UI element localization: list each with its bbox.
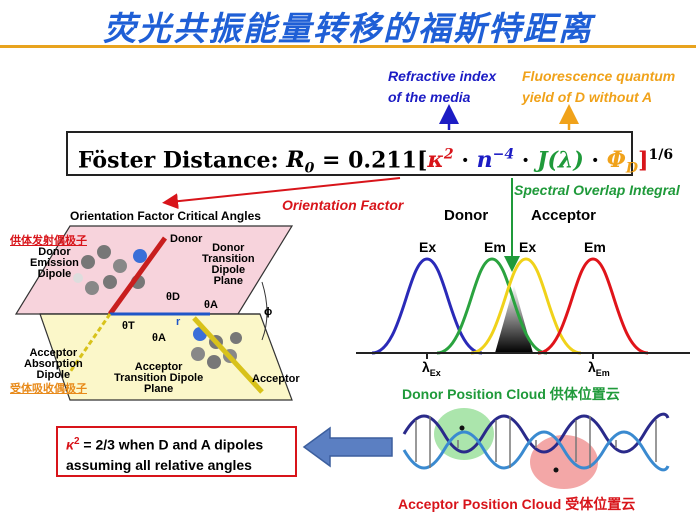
acceptor-plane-line-2: Transition Dipole xyxy=(114,372,204,384)
lambda-ex-subscript: Ex xyxy=(429,367,441,378)
donor-excitation-curve xyxy=(371,257,483,355)
phi-arc xyxy=(261,281,268,341)
acceptor-plane-label: Acceptor Transition Dipole Plane xyxy=(114,362,203,395)
donor-molecule xyxy=(73,245,147,295)
lambda-ex-symbol: λ xyxy=(422,359,430,375)
spectra-acceptor-label: Acceptor xyxy=(531,207,597,224)
donor-dipole-cn: 供体发射偶极子 xyxy=(10,234,87,247)
quantum-yield-note: Fluorescence quantum yield of D without … xyxy=(522,66,675,108)
donor-ex-label: Ex xyxy=(419,239,437,255)
kappa-note-exponent: 2 xyxy=(73,436,80,447)
acceptor-dipole-arrow xyxy=(192,316,264,394)
kappa-note-line-1: κ2 = 2/3 when D and A dipoles xyxy=(66,432,287,455)
title-underline xyxy=(0,45,696,48)
orientation-diagram xyxy=(14,225,294,401)
donor-plane-line-2: Transition xyxy=(202,253,255,265)
dna-strand-2 xyxy=(402,430,670,472)
donor-plane-line-3: Dipole xyxy=(211,264,246,276)
kappa-note-symbol: κ xyxy=(66,436,74,453)
lambda-em-subscript: Em xyxy=(595,367,610,378)
phi-label: ϕ xyxy=(264,306,273,318)
kappa-exponent: 2 xyxy=(443,147,454,163)
donor-position-cloud xyxy=(434,408,494,460)
left-block-arrow xyxy=(302,426,393,468)
refractive-line-1: Refractive index xyxy=(388,68,497,84)
kappa-note-box: κ2 = 2/3 when D and A dipoles assuming a… xyxy=(56,426,297,477)
kappa-note-text-1: = 2/3 when D and A dipoles xyxy=(79,436,264,453)
acceptor-cloud-label: Acceptor Position Cloud 受体位置云 xyxy=(398,496,636,512)
donor-position-marker xyxy=(459,425,465,431)
acceptor-absorption-label: Acceptor Absorption Dipole xyxy=(24,348,83,381)
acceptor-dipole-cn: 受体吸收偶极子 xyxy=(10,382,87,395)
acceptor-ex-label: Ex xyxy=(519,239,537,255)
phi-subscript: D xyxy=(625,160,639,177)
formula-exponent: 1/6 xyxy=(648,147,674,163)
formula-label: Föster Distance: xyxy=(78,147,287,174)
refractive-index-note: Refractive index of the media xyxy=(388,66,496,108)
foster-distance-formula: Föster Distance: R0 = 0.211[κ2 · n−4 · J… xyxy=(66,131,673,177)
acceptor-position-marker xyxy=(553,467,559,473)
acceptor-absorption-line-2: Absorption xyxy=(24,358,83,370)
donor-emission-curve xyxy=(436,257,548,355)
quantum-line-2: yield of D without A xyxy=(522,89,653,105)
r-label: r xyxy=(176,316,181,328)
acceptor-position-cloud xyxy=(530,435,598,489)
page-title: 荧光共振能量转移的福斯特距离 xyxy=(103,9,593,48)
acceptor-plane-line-3: Plane xyxy=(143,383,174,395)
acceptor-projection xyxy=(68,313,112,373)
acceptor-absorption-line-3: Dipole xyxy=(36,369,71,381)
spectra-donor-label: Donor xyxy=(444,207,489,224)
acceptor-em-label: Em xyxy=(584,239,606,255)
formula-close-bracket: ] xyxy=(638,147,649,174)
donor-dipole-arrow xyxy=(107,236,168,316)
quantum-line-1: Fluorescence quantum xyxy=(522,68,676,84)
theta-d-label: θD xyxy=(166,291,180,303)
donor-plane-line-1: Donor xyxy=(212,242,245,254)
n-exponent: −4 xyxy=(492,147,515,163)
dna-cloud-diagram xyxy=(402,408,670,489)
lambda-em-label: λEm xyxy=(588,359,610,378)
orientation-panel-title: Orientation Factor Critical Angles xyxy=(70,209,261,223)
acceptor-label: Acceptor xyxy=(252,373,300,385)
theta-a2-label: θA xyxy=(152,332,166,344)
theta-a-label: θA xyxy=(204,299,218,311)
n-symbol: n xyxy=(476,147,493,174)
dna-strand-1 xyxy=(402,412,670,454)
donor-emission-line-2: Emission xyxy=(30,257,79,269)
donor-emission-label: Donor Emission Dipole xyxy=(30,247,79,280)
orientation-factor-note: Orientation Factor xyxy=(282,197,404,213)
donor-label: Donor xyxy=(170,233,203,245)
r0-symbol: R xyxy=(286,147,305,174)
donor-emission-line-3: Dipole xyxy=(37,268,72,280)
spectral-overlap-note: Spectral Overlap Integral xyxy=(514,182,680,198)
j-symbol: J(λ) xyxy=(537,147,584,174)
overlap-area xyxy=(495,285,533,353)
r0-subscript: 0 xyxy=(304,160,315,177)
kappa-symbol: κ xyxy=(427,147,444,174)
theta-t-label: θT xyxy=(122,320,135,332)
dna-base-pairs xyxy=(415,416,657,468)
dot-1: · xyxy=(453,147,477,174)
donor-plane-line-4: Plane xyxy=(213,275,243,287)
lambda-em-symbol: λ xyxy=(588,359,596,375)
lambda-ex-label: λEx xyxy=(422,359,441,378)
donor-plane-label: Donor Transition Dipole Plane xyxy=(202,243,255,287)
refractive-line-2: of the media xyxy=(388,89,471,105)
dot-2: · xyxy=(514,147,538,174)
spectra-plot xyxy=(356,257,690,359)
donor-emission-line-1: Donor xyxy=(38,246,71,258)
phi-symbol: Φ xyxy=(606,147,626,174)
acceptor-emission-curve xyxy=(537,257,649,355)
acceptor-plane-line-1: Acceptor xyxy=(134,361,183,373)
donor-cloud-label: Donor Position Cloud 供体位置云 xyxy=(402,386,620,402)
dot-3: · xyxy=(583,147,607,174)
donor-em-label: Em xyxy=(484,239,506,255)
orientation-arrow xyxy=(162,177,401,210)
acceptor-absorption-line-1: Acceptor xyxy=(29,347,78,359)
kappa-note-line-2: assuming all relative angles xyxy=(66,456,252,473)
formula-coefficient: = 0.211[ xyxy=(314,147,428,174)
